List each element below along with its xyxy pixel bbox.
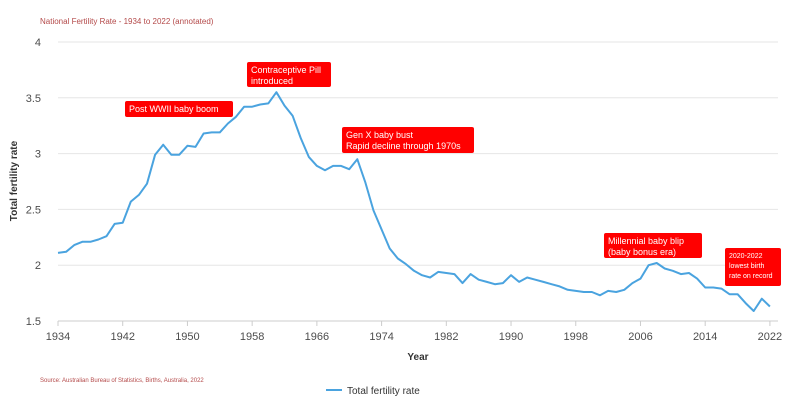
x-axis-title: Year <box>407 352 428 363</box>
annotation-text: Rapid decline through 1970s <box>346 141 461 151</box>
annotation-1: Post WWII baby boom <box>125 101 233 117</box>
chart-subtitle: National Fertility Rate - 1934 to 2022 (… <box>40 17 214 26</box>
y-tick-label: 3.5 <box>26 93 41 105</box>
grid-lines <box>58 41 778 266</box>
x-tick-label: 1934 <box>46 331 70 343</box>
y-tick-label: 2.5 <box>26 204 41 216</box>
x-tick-label: 1998 <box>564 331 588 343</box>
x-tick-label: 1982 <box>434 331 458 343</box>
x-tick-label: 1974 <box>369 331 393 343</box>
x-tick-label: 2022 <box>758 331 782 343</box>
x-tick-label: 2006 <box>628 331 652 343</box>
legend-label: Total fertility rate <box>347 386 420 397</box>
y-axis-ticks: 1.5 2 2.5 3 3.5 4 <box>26 37 41 328</box>
annotation-text: introduced <box>251 76 293 86</box>
annotation-5: 2020-2022 lowest birth rate on record <box>725 248 781 286</box>
annotation-text: Post WWII baby boom <box>129 104 219 114</box>
annotation-box <box>725 248 781 286</box>
x-tick-label: 1990 <box>499 331 523 343</box>
x-tick-label: 1950 <box>175 331 199 343</box>
annotations: Post WWII baby boom Contraceptive Pillint… <box>125 62 781 286</box>
annotation-box <box>125 101 233 117</box>
annotation-text: 2020-2022 <box>729 253 763 260</box>
chart-source: Source: Australian Bureau of Statistics,… <box>40 378 204 384</box>
annotation-4: Millennial baby blip(baby bonus era) <box>604 233 702 258</box>
annotation-text: (baby bonus era) <box>608 247 676 257</box>
annotation-text: lowest birth <box>729 263 765 270</box>
annotation-box <box>247 62 331 87</box>
x-tick-label: 2014 <box>693 331 717 343</box>
x-tick-label: 1966 <box>305 331 329 343</box>
annotation-text: Millennial baby blip <box>608 236 684 246</box>
legend[interactable]: Total fertility rate <box>326 386 420 397</box>
y-tick-label: 3 <box>35 149 41 161</box>
annotation-text: Gen X baby bust <box>346 130 414 140</box>
annotation-box <box>342 127 474 153</box>
annotation-text: rate on record <box>729 273 773 280</box>
y-tick-label: 1.5 <box>26 316 41 328</box>
series-line-total-fertility-rate <box>57 91 771 312</box>
annotation-box <box>604 233 702 258</box>
x-axis-ticks: 1934 1942 1950 1958 1966 1974 1982 1990 1998 2006… <box>46 321 782 343</box>
annotation-text: Contraceptive Pill <box>251 65 321 75</box>
x-tick-label: 1942 <box>110 331 134 343</box>
y-tick-label: 4 <box>35 37 41 49</box>
y-tick-label: 2 <box>35 260 41 272</box>
y-axis-title: Total fertility rate <box>9 140 20 221</box>
x-tick-label: 1958 <box>240 331 264 343</box>
